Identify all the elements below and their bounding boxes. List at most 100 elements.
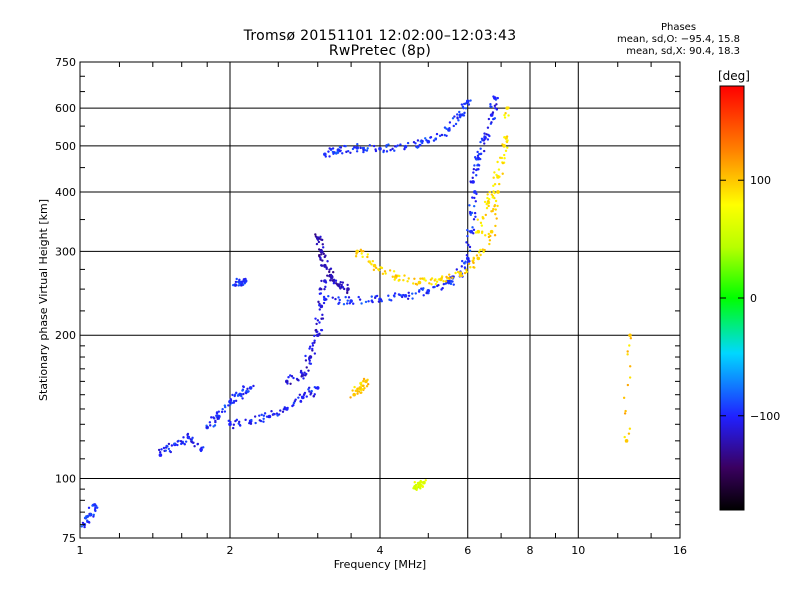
data-point-scatter [331,147,335,150]
data-point-scatter [324,285,327,289]
data-point-scatter [328,273,332,277]
data-point-scatter [321,259,324,262]
data-point-scatter [382,149,386,152]
data-point-scatter [348,302,352,305]
data-point-scatter [479,248,482,252]
data-point-scatter [94,506,97,510]
data-point-scatter [501,161,505,165]
data-point-scatter [342,303,346,306]
data-point-scatter [167,447,171,451]
data-point-scatter [339,280,342,284]
data-point-scatter [317,300,320,304]
data-point-scatter [355,150,359,153]
data-point-scatter [220,410,224,414]
data-point-scatter [221,407,224,411]
data-point-scatter [453,115,456,118]
data-point [248,386,253,390]
data-point-scatter [492,190,495,193]
data-point-scatter [317,248,321,251]
data-point-scatter [324,254,327,257]
data-point-scatter [229,398,232,401]
data-point-scatter [400,295,404,299]
data-point-scatter [627,432,631,435]
data-point-scatter [480,137,484,140]
data-point-scatter [393,145,397,148]
data-point [422,480,426,485]
data-point-scatter [291,404,294,408]
data-point-scatter [493,234,497,237]
data-point-scatter [368,260,371,263]
data-point-scatter [391,275,394,278]
data-point-scatter [472,261,475,264]
data-point-scatter [432,139,436,142]
data-point-scatter [458,110,461,114]
data-point-scatter [360,249,363,253]
data-point-scatter [473,164,476,167]
data-point-scatter [328,270,331,274]
data-point-scatter [377,269,381,272]
data-point-scatter [320,288,323,291]
data-point-scatter [179,439,183,443]
data-point-scatter [353,146,356,149]
data-point-scatter [365,385,369,388]
data-point-scatter [210,416,213,419]
data-point-scatter [313,334,316,338]
data-point [199,447,203,452]
data-point-scatter [393,295,396,298]
data-point-scatter [232,401,236,404]
data-point-scatter [440,276,444,279]
data-point [315,333,320,338]
data-point [493,96,497,100]
data-point-scatter [196,442,200,446]
data-point-scatter [340,283,344,287]
data-point-scatter [242,392,245,396]
y-tick-label: 400 [55,186,76,199]
data-point-scatter [356,392,359,395]
data-point-scatter [468,245,472,249]
data-point-scatter [452,283,455,286]
data-point-scatter [479,140,482,144]
data-point-scatter [246,387,249,391]
data-point-scatter [205,425,209,429]
data-point-scatter [474,200,477,203]
data-point-scatter [246,390,249,394]
data-point-scatter [424,279,427,282]
data-point-scatter [428,282,431,285]
data-point-scatter [167,442,171,446]
data-point-scatter [430,277,434,280]
data-point-scatter [417,290,421,293]
data-point-scatter [475,254,479,257]
colorbar-ticks: 100 0 −100 [720,174,780,423]
data-point-scatter [320,264,323,267]
data-point-scatter [320,279,323,283]
data-point-scatter [304,359,308,362]
data-point-scatter [487,199,490,203]
data-point-scatter [485,206,489,210]
y-tick-label: 300 [55,245,76,258]
data-point-scatter [454,271,457,275]
data-point-scatter [623,412,627,415]
data-point-scatter [312,395,315,398]
data-point-scatter [505,140,508,143]
data-point-scatter [456,270,460,274]
data-point-scatter [487,117,491,121]
data-point-scatter [486,138,490,141]
data-point-scatter [483,200,487,204]
data-point-scatter [406,141,410,145]
data-point-scatter [241,280,244,283]
data-point-scatter [490,193,494,196]
data-point-scatter [244,391,247,394]
data-point-scatter [353,385,356,389]
y-tick-label: 500 [55,140,76,153]
data-point-scatter [316,319,320,322]
data-point-scatter [359,146,362,150]
data-point [628,333,632,338]
data-point-scatter [362,377,366,381]
phase-statistics: Phases mean, sd,O: −95.4, 15.8 mean, sd,… [617,22,740,58]
data-point-scatter [455,268,459,271]
data-point-scatter [626,353,629,356]
data-point-scatter [262,420,265,423]
data-point-scatter [472,228,476,232]
data-point-scatter [239,424,242,427]
data-point-scatter [276,414,279,417]
